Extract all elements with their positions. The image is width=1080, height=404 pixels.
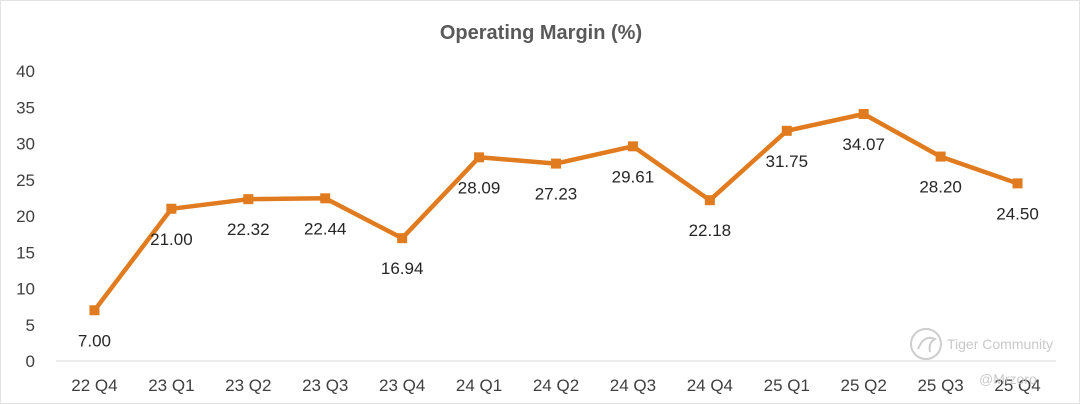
data-point-marker [935,151,946,162]
x-tick-label: 24 Q3 [610,376,656,395]
data-label: 34.07 [842,135,885,154]
data-point-marker [397,233,408,244]
data-point-marker [1012,178,1023,189]
y-tick-label: 5 [26,316,35,335]
data-label: 22.44 [304,219,347,238]
data-point-marker [858,108,869,119]
data-point-marker [704,195,715,206]
tiger-logo-icon [910,328,942,360]
data-label: 22.18 [689,221,732,240]
data-point-marker [551,158,561,169]
y-tick-label: 20 [16,207,35,226]
data-label: 28.09 [458,178,501,197]
x-tick-label: 23 Q1 [148,376,194,395]
y-tick-label: 40 [16,62,35,81]
x-tick-label: 24 Q1 [456,376,502,395]
data-label: 29.61 [612,167,655,186]
data-point-marker [474,152,485,163]
data-label: 22.32 [227,220,270,239]
x-tick-label: 23 Q3 [302,376,348,395]
data-label: 24.50 [996,204,1039,223]
y-tick-label: 15 [16,243,35,262]
y-tick-label: 30 [16,135,35,154]
data-labels: 7.00 21.00 22.32 22.44 16.94 28.09 27.23 29.61 2… [78,135,1039,350]
y-tick-label: 25 [16,171,35,190]
data-point-marker [89,305,100,316]
watermark: Tiger Community @Mrzoro [910,328,1053,387]
x-tick-label: 25 Q4 [994,376,1040,395]
x-tick-label: 25 Q3 [917,376,963,395]
data-label: 7.00 [78,331,111,350]
data-label: 28.20 [919,178,962,197]
data-label: 16.94 [381,259,424,278]
y-axis: 0 5 10 15 20 25 30 35 40 [16,62,35,371]
y-tick-label: 0 [26,352,35,371]
data-point-marker [243,194,254,205]
x-tick-label: 23 Q4 [379,376,425,395]
x-tick-label: 25 Q2 [841,376,887,395]
data-point-marker [166,203,177,214]
x-axis: 22 Q4 23 Q1 23 Q2 23 Q3 23 Q4 24 Q1 24 Q2 24 Q3… [71,376,1040,395]
y-tick-label: 10 [16,280,35,299]
x-tick-label: 24 Q4 [687,376,733,395]
data-label: 27.23 [535,185,578,204]
x-tick-label: 22 Q4 [71,376,117,395]
chart-title: Operating Margin (%) [440,22,642,44]
series-operating-margin [89,108,1023,316]
x-tick-label: 23 Q2 [225,376,271,395]
data-label: 31.75 [765,152,808,171]
watermark-brand: Tiger Community [947,336,1053,352]
x-tick-label: 24 Q2 [533,376,579,395]
y-tick-label: 35 [16,98,35,117]
data-point-marker [320,193,331,204]
data-label: 21.00 [150,230,193,249]
data-point-marker [627,141,638,152]
data-point-marker [781,125,792,136]
watermark-user: @Mrzoro [979,371,1037,387]
x-tick-label: 25 Q1 [764,376,810,395]
